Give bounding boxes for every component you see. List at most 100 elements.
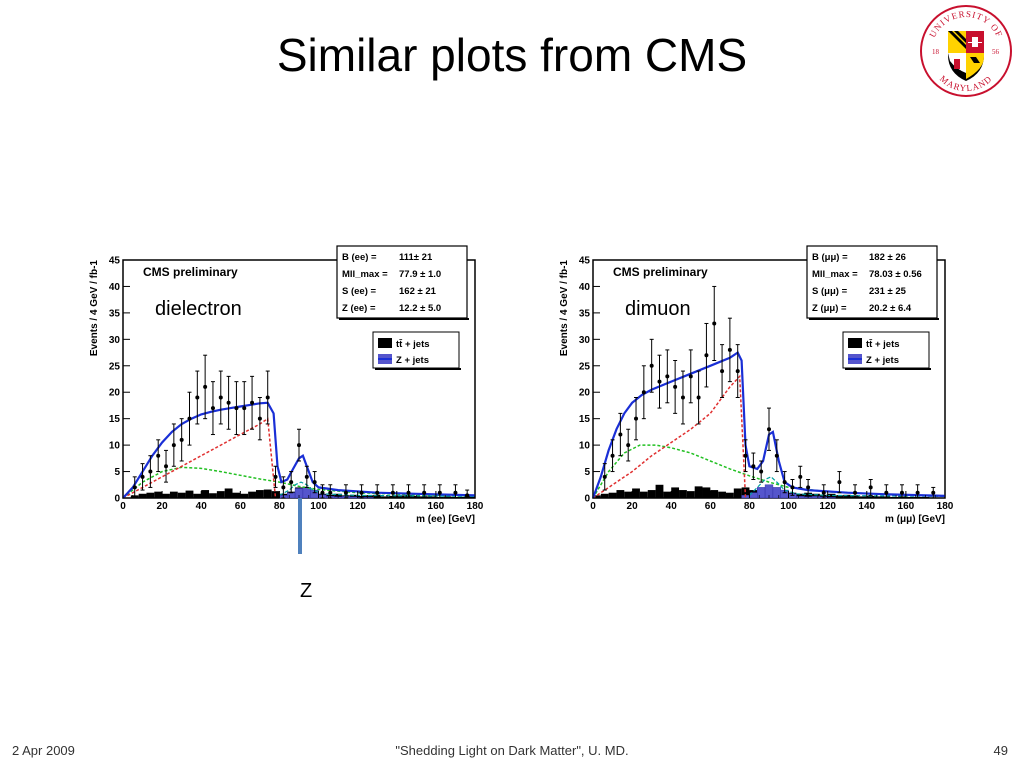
point-marker bbox=[712, 321, 717, 326]
signal-curve bbox=[592, 374, 747, 499]
point-marker bbox=[132, 485, 137, 490]
y-tick-label: 0 bbox=[114, 494, 120, 505]
point-marker bbox=[657, 379, 662, 384]
data-point bbox=[328, 484, 333, 499]
ttbar-bar bbox=[718, 491, 726, 498]
point-marker bbox=[899, 490, 904, 495]
background-curve bbox=[122, 466, 476, 499]
legend-label: tt̄ + jets bbox=[396, 339, 430, 350]
x-tick-label: 140 bbox=[858, 501, 875, 512]
fit-results-box bbox=[336, 245, 468, 319]
y-tick-label: 40 bbox=[579, 282, 591, 293]
y-tick-label: 40 bbox=[109, 282, 121, 293]
data-point bbox=[688, 349, 693, 404]
plot-dimuon: 0 20 40 60 80 100 120 140 160 180 0 5 10 15 20 25 30 35 40… bbox=[555, 240, 955, 540]
university-seal-logo: UNIVERSITY OF MARYLAND 18 56 bbox=[920, 5, 1012, 97]
zjets-bar bbox=[287, 492, 296, 499]
fit-param-value: 77.9 ± 1.0 bbox=[399, 269, 441, 280]
fit-param-label: Mll_max = bbox=[342, 269, 388, 280]
x-tick-label: 160 bbox=[898, 501, 915, 512]
ttbar-bar bbox=[866, 495, 875, 498]
point-marker bbox=[218, 395, 223, 400]
ttbar-bar bbox=[593, 495, 601, 498]
point-marker bbox=[931, 490, 936, 495]
ttbar-bar bbox=[169, 491, 178, 498]
ttbar-bar bbox=[248, 491, 256, 498]
data-point bbox=[390, 484, 395, 499]
ttbar-bar bbox=[937, 497, 945, 498]
ttbar-bar bbox=[185, 490, 194, 498]
data-point bbox=[281, 476, 286, 499]
ttbar-bar bbox=[162, 493, 170, 498]
point-marker bbox=[312, 480, 317, 485]
point-marker bbox=[375, 490, 380, 495]
point-marker bbox=[853, 490, 858, 495]
ttbar-bar bbox=[459, 496, 468, 498]
y-tick-label: 15 bbox=[109, 414, 121, 425]
legend-shadow bbox=[375, 368, 461, 370]
point-marker bbox=[289, 480, 294, 485]
ttbar-bar bbox=[201, 490, 210, 498]
point-marker bbox=[602, 474, 607, 479]
data-point bbox=[250, 375, 255, 430]
ttbar-bar bbox=[381, 496, 389, 498]
data-point bbox=[164, 449, 169, 483]
data-point bbox=[234, 381, 239, 436]
point-marker bbox=[187, 416, 192, 421]
point-marker bbox=[265, 395, 270, 400]
point-marker bbox=[297, 443, 301, 448]
x-tick-label: 180 bbox=[467, 501, 484, 512]
ttbar-bar bbox=[671, 487, 680, 498]
point-marker bbox=[390, 490, 395, 495]
data-point bbox=[618, 412, 623, 457]
annotation-dimuon: dimuon bbox=[625, 298, 691, 320]
fit-param-value: 162 ± 21 bbox=[399, 286, 437, 297]
data-point bbox=[289, 471, 294, 494]
data-point bbox=[751, 452, 756, 480]
ttbar-bar bbox=[216, 491, 225, 498]
legend-shadow bbox=[845, 368, 931, 370]
point-marker bbox=[767, 427, 771, 432]
slide-title: Similar plots from CMS bbox=[276, 29, 748, 81]
fit-param-value: 12.2 ± 5.0 bbox=[399, 303, 441, 314]
fit-box-shadow bbox=[809, 318, 939, 320]
data-point bbox=[273, 465, 278, 488]
point-marker bbox=[328, 490, 333, 495]
fit-param-label: B (ee) = bbox=[342, 252, 377, 263]
point-marker bbox=[884, 490, 889, 495]
zjets-bar bbox=[757, 487, 766, 499]
page-number: 49 bbox=[993, 743, 1008, 758]
data-point bbox=[195, 370, 200, 425]
y-tick-label: 20 bbox=[109, 388, 121, 399]
data-point bbox=[774, 439, 779, 473]
x-tick-label: 40 bbox=[196, 501, 208, 512]
data-point bbox=[626, 428, 631, 462]
fit-param-value: 78.03 ± 0.56 bbox=[869, 269, 922, 280]
fit-param-value: 231 ± 25 bbox=[869, 286, 907, 297]
point-marker bbox=[437, 490, 442, 495]
data-point bbox=[610, 439, 615, 473]
footer-date: 2 Apr 2009 bbox=[12, 743, 75, 758]
ttbar-bar bbox=[396, 495, 405, 498]
ttbar-bar bbox=[702, 487, 711, 498]
data-point bbox=[798, 465, 803, 488]
data-point bbox=[915, 484, 920, 499]
point-marker bbox=[774, 453, 779, 458]
point-marker bbox=[140, 474, 145, 479]
point-marker bbox=[735, 369, 740, 374]
data-point bbox=[641, 365, 646, 420]
background-curve bbox=[592, 444, 946, 499]
data-point bbox=[782, 471, 787, 494]
x-tick-label: 120 bbox=[349, 501, 366, 512]
point-marker bbox=[148, 469, 153, 474]
point-marker bbox=[806, 485, 811, 490]
fit-param-label: B (μμ) = bbox=[812, 252, 848, 263]
point-marker bbox=[453, 490, 458, 495]
ttbar-bar bbox=[616, 490, 625, 498]
fit-param-label: Z (μμ) = bbox=[812, 303, 847, 314]
legend-label: tt̄ + jets bbox=[866, 339, 900, 350]
ttbar-bar bbox=[905, 496, 914, 498]
data-point bbox=[634, 397, 639, 441]
x-tick-label: 60 bbox=[235, 501, 247, 512]
point-marker bbox=[759, 469, 764, 474]
